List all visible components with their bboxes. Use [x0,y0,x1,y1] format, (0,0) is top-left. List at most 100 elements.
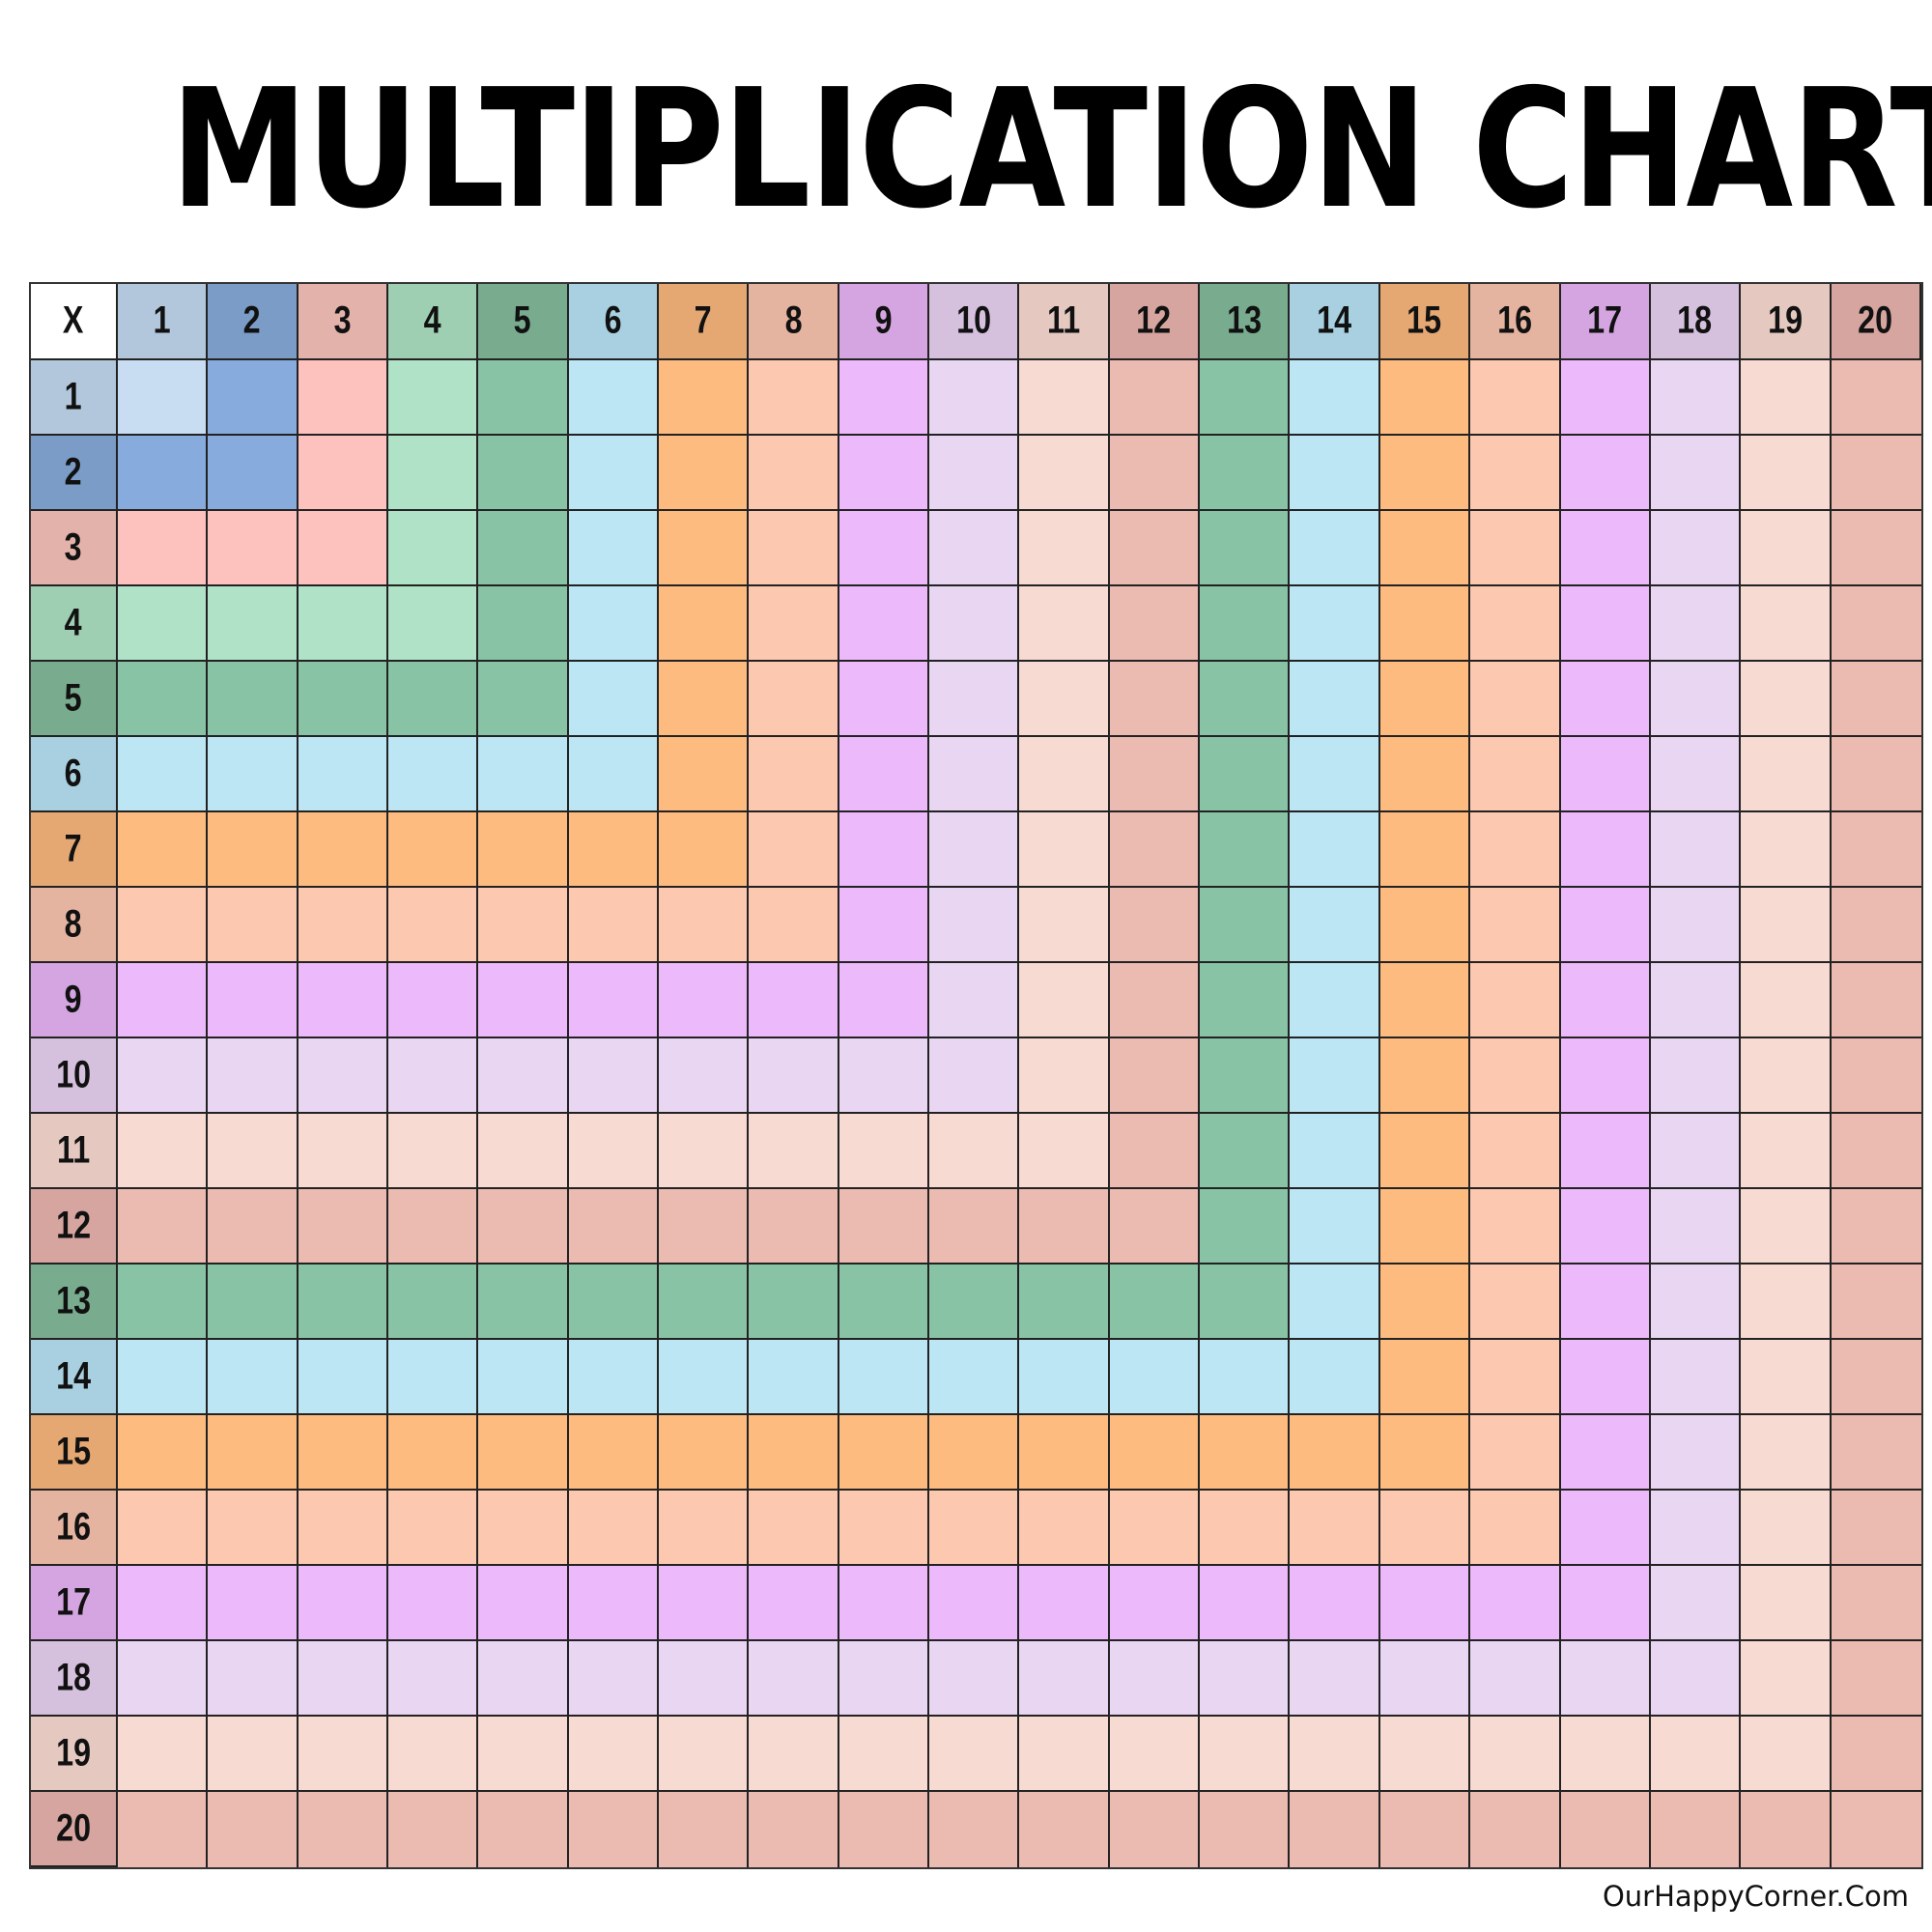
grid-cell [1019,1189,1110,1264]
column-header: 7 [659,284,750,360]
grid-cell [1290,1566,1380,1641]
grid-cell [929,1340,1020,1415]
grid-cell [118,1264,209,1340]
grid-cell [1379,1038,1471,1114]
grid-cell [929,737,1020,812]
row-header-label: 3 [65,526,82,569]
grid-cell [1650,963,1742,1038]
column-header-label: 5 [514,298,532,343]
grid-cell [838,1114,930,1189]
row-header: 14 [31,1340,118,1415]
grid-cell [749,1415,839,1491]
grid-cell [929,888,1020,963]
grid-cell [388,963,479,1038]
grid-cell [1109,812,1201,888]
row-header-label: 19 [56,1731,91,1775]
row-header-label: 9 [65,978,82,1021]
grid-cell [1741,1114,1832,1189]
grid-cell [929,436,1020,511]
grid-cell [1741,436,1832,511]
grid-cell [1470,963,1561,1038]
grid-cell [388,1340,479,1415]
grid-cell [1109,1264,1201,1340]
row-header: 10 [31,1038,118,1114]
grid-cell [659,963,750,1038]
grid-cell [118,1491,209,1566]
grid-cell [1109,1189,1201,1264]
grid-cell [568,1491,660,1566]
grid-cell [388,1415,479,1491]
grid-cell [929,1491,1020,1566]
grid-cell [1650,1491,1742,1566]
grid-cell [1831,360,1921,436]
grid-cell [1560,1189,1651,1264]
grid-cell [1650,1415,1742,1491]
grid-cell [118,511,209,586]
title-text: MULTIPLICATION CHART [170,54,1932,245]
grid-cell [1741,888,1832,963]
grid-cell [1560,1641,1651,1717]
grid-cell [1560,586,1651,662]
grid-cell [1290,662,1380,737]
grid-cell [1470,1566,1561,1641]
grid-cell [1470,1189,1561,1264]
grid-cell [1560,963,1651,1038]
grid-cell [1650,1340,1742,1415]
column-header-label: 2 [243,298,261,343]
grid-cell [568,511,660,586]
grid-cell [298,737,389,812]
grid-cell [478,1415,569,1491]
grid-cell [208,1415,298,1491]
grid-cell [1290,1491,1380,1566]
grid-cell [929,1792,1020,1867]
grid-cell [1741,662,1832,737]
grid-cell [1019,1717,1110,1792]
grid-cell [298,511,389,586]
grid-cell [1379,1717,1471,1792]
column-header-label: 7 [694,298,712,343]
grid-cell [388,1038,479,1114]
grid-cell [1109,1566,1201,1641]
grid-cell [1109,1792,1201,1867]
grid-cell [659,1792,750,1867]
grid-cell [568,1566,660,1641]
grid-cell [1560,360,1651,436]
column-header-label: 13 [1226,298,1262,343]
grid-cell [749,511,839,586]
grid-cell [1379,1792,1471,1867]
grid-cell [1831,737,1921,812]
grid-cell [118,436,209,511]
grid-cell [1200,1415,1291,1491]
grid-cell [1200,888,1291,963]
grid-cell [208,1717,298,1792]
grid-cell [1741,586,1832,662]
grid-cell [1650,1114,1742,1189]
grid-cell [1109,1340,1201,1415]
grid-cell [388,662,479,737]
grid-cell [1019,1264,1110,1340]
grid-cell [118,586,209,662]
grid-cell [1109,737,1201,812]
grid-cell [838,586,930,662]
grid-cell [838,1264,930,1340]
row-header: 3 [31,511,118,586]
grid-cell [298,1792,389,1867]
grid-cell [568,436,660,511]
grid-cell [1650,1038,1742,1114]
grid-cell [1200,1566,1291,1641]
column-header: 9 [838,284,930,360]
row-header: 17 [31,1566,118,1641]
grid-cell [1560,1415,1651,1491]
row-header-label: 7 [65,827,82,870]
grid-cell [1290,1641,1380,1717]
grid-cell [659,436,750,511]
grid-cell [1560,511,1651,586]
grid-cell [1379,1264,1471,1340]
row-header-label: 15 [56,1430,91,1473]
row-header: 12 [31,1189,118,1264]
grid-cell [1109,1641,1201,1717]
grid-cell [478,1038,569,1114]
grid-cell [749,737,839,812]
grid-cell [388,1264,479,1340]
grid-cell [659,888,750,963]
